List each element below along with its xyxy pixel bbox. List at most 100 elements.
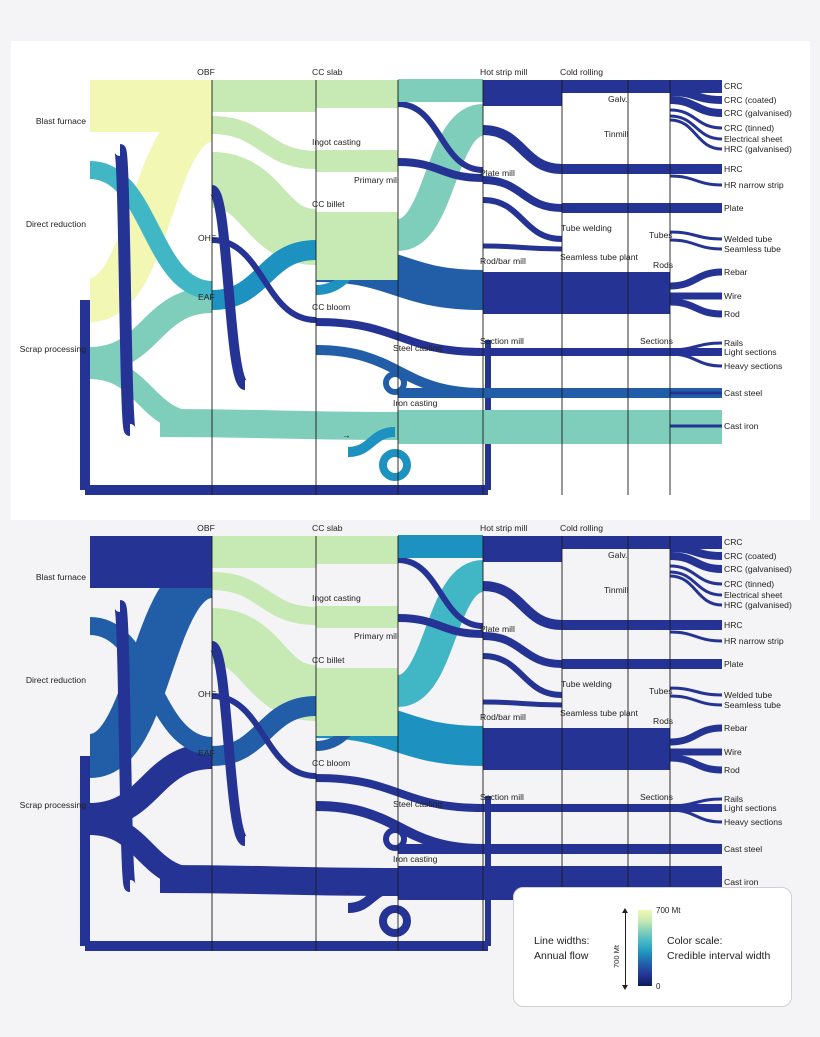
label-section-mill: Section mill xyxy=(480,336,524,346)
node-hsm xyxy=(483,80,562,106)
node-rodbar xyxy=(483,272,670,314)
label-ohf: OHF xyxy=(198,233,216,243)
label-galv: Galv. xyxy=(608,550,627,560)
node-ingot xyxy=(316,150,398,172)
label-rod-bar-mill: Rod/bar mill xyxy=(480,712,526,722)
flow-product-4 xyxy=(669,114,723,141)
flow-product-1 xyxy=(669,544,723,560)
node-ccslab xyxy=(212,536,316,568)
node-cast-steel xyxy=(398,844,722,854)
color-scale-min: 0 xyxy=(656,982,661,991)
flow-ccslab-to-plate xyxy=(397,101,484,173)
flow-product-7 xyxy=(669,630,723,643)
label-product-4: Electrical sheet xyxy=(724,590,783,600)
sankey-panel-uncertainty: OBF CC slab Hot strip mill Cold rolling Galv… xyxy=(20,523,792,952)
node-ccbillet xyxy=(316,668,398,736)
flow-cast-steel xyxy=(315,801,484,854)
label-steel-casting: Steel casting xyxy=(393,343,442,353)
label-product-7: HR narrow strip xyxy=(724,180,784,190)
flow-plate-branch xyxy=(482,632,563,668)
flow-scrap-to-eaf xyxy=(89,287,213,373)
label-product-2: CRC (galvanised) xyxy=(724,564,792,574)
label-source-1: Direct reduction xyxy=(26,675,86,685)
label-product-18: Cast iron xyxy=(724,877,759,887)
label-galv: Galv. xyxy=(608,94,627,104)
iron-casting-loop xyxy=(379,905,411,937)
flow-tube-weld xyxy=(482,197,563,242)
flow-bf-drop xyxy=(114,600,136,892)
flow-plate-branch xyxy=(482,176,563,212)
label-product-17: Cast steel xyxy=(724,844,762,854)
node-ccslab-out xyxy=(316,536,398,564)
label-seamless-tube-plant: Seamless tube plant xyxy=(560,252,638,262)
label-rods: Rods xyxy=(653,260,673,270)
flow-product-1 xyxy=(669,88,723,104)
label-cc-billet: CC billet xyxy=(312,655,345,665)
label-iron-casting: Iron casting xyxy=(393,398,438,408)
label-arrow: → xyxy=(342,430,351,440)
label-product-9: Welded tube xyxy=(724,234,772,244)
label-product-8: Plate xyxy=(724,659,744,669)
flow-dr-to-eaf xyxy=(89,161,213,299)
label-product-13: Rod xyxy=(724,309,740,319)
node-ingot xyxy=(316,606,398,628)
flow-product-13 xyxy=(669,298,723,318)
label-eaf: EAF xyxy=(198,292,215,302)
label-ohf: OHF xyxy=(198,689,216,699)
label-product-1: CRC (coated) xyxy=(724,551,777,561)
flow-hsm-hrc xyxy=(482,125,563,174)
legend-color-scale-value: Credible interval width xyxy=(667,950,771,962)
legend-color-scale-label: Color scale: xyxy=(667,935,723,947)
steel-casting-loop xyxy=(383,371,407,395)
iron-casting-loop xyxy=(379,449,411,481)
label-product-10: Seamless tube xyxy=(724,700,781,710)
flow-hsm-hrc xyxy=(482,581,563,630)
label-source-2: Scrap processing xyxy=(20,800,87,810)
flow-iron-loop-feed xyxy=(347,883,396,913)
flow-product-3 xyxy=(669,108,723,130)
legend-panel: Line widths: Annual flow 700 Mt 700 Mt 0… xyxy=(513,887,792,1007)
steel-casting-loop xyxy=(383,827,407,851)
label-source-0: Blast furnace xyxy=(36,572,86,582)
flow-product-7 xyxy=(669,174,723,187)
flow-product-13 xyxy=(669,754,723,774)
flow-product-14 xyxy=(669,797,723,808)
label-product-12: Wire xyxy=(724,747,742,757)
node-ccslab xyxy=(212,80,316,112)
flow-primary-to-plate xyxy=(397,614,484,638)
label-steel-casting: Steel casting xyxy=(393,799,442,809)
label-product-15: Light sections xyxy=(724,803,777,813)
label-product-6: HRC xyxy=(724,164,743,174)
node-hsm-in xyxy=(398,536,483,558)
label-product-13: Rod xyxy=(724,765,740,775)
flow-ohf-drop xyxy=(209,185,248,390)
label-tube-welding: Tube welding xyxy=(561,223,612,233)
node-hrc xyxy=(562,620,722,630)
label-source-2: Scrap processing xyxy=(20,344,87,354)
legend-scale-arrow xyxy=(622,908,628,990)
flow-product-2 xyxy=(669,552,723,573)
label-product-7: HR narrow strip xyxy=(724,636,784,646)
flow-obf-to-ingot xyxy=(211,572,317,625)
label-product-9: Welded tube xyxy=(724,690,772,700)
label-primary-mill: Primary mill xyxy=(354,631,399,641)
flow-scrap-to-obf xyxy=(86,554,216,778)
color-scale-bar xyxy=(638,910,652,986)
legend-line-widths-value: Annual flow xyxy=(534,950,589,962)
node-blast-furnace xyxy=(90,80,212,132)
label-plate-mill: Plate mill xyxy=(480,624,515,634)
label-ingot-casting: Ingot casting xyxy=(312,593,361,603)
label-sections: Sections xyxy=(640,336,673,346)
node-plate xyxy=(562,203,722,213)
label-tubes: Tubes xyxy=(649,686,673,696)
label-product-4: Electrical sheet xyxy=(724,134,783,144)
label-product-1: CRC (coated) xyxy=(724,95,777,105)
label-seamless-tube-plant: Seamless tube plant xyxy=(560,708,638,718)
flow-ccslab-to-plate xyxy=(397,557,484,629)
label-product-11: Rebar xyxy=(724,723,748,733)
label-product-12: Wire xyxy=(724,291,742,301)
label-plate-mill: Plate mill xyxy=(480,168,515,178)
label-tubes: Tubes xyxy=(649,230,673,240)
flow-product-9 xyxy=(669,230,723,241)
